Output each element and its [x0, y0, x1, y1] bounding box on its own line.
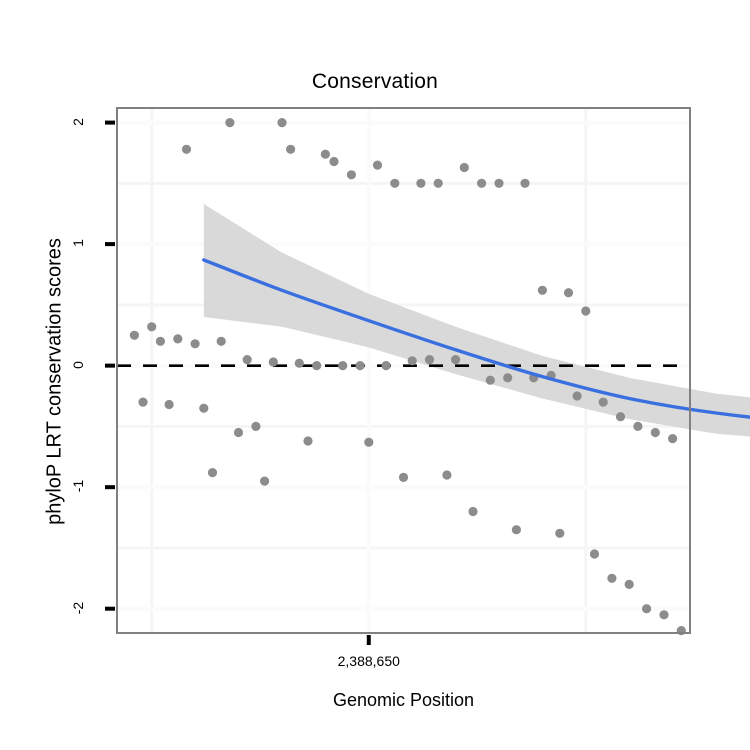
scatter-point — [537, 285, 548, 295]
panel-background — [116, 107, 691, 634]
scatter-point — [277, 118, 287, 128]
scatter-point — [260, 476, 270, 486]
scatter-point — [659, 610, 669, 620]
x-tick-label: 2,388,650 — [337, 653, 400, 669]
scatter-point — [642, 604, 652, 614]
scatter-point — [268, 357, 278, 367]
panel-border-top — [116, 107, 691, 634]
scatter-point — [485, 375, 495, 385]
scatter-point — [390, 178, 400, 188]
scatter-point — [433, 178, 443, 188]
scatter-point — [329, 156, 339, 167]
scatter-point — [364, 437, 374, 447]
scatter-point — [451, 355, 461, 365]
scatter-points — [129, 118, 686, 636]
scatter-point — [424, 355, 435, 365]
scatter-point — [398, 472, 409, 482]
scatter-point — [563, 288, 574, 298]
scatter-point — [147, 322, 157, 332]
scatter-point — [598, 397, 608, 407]
y-tick-label: -1 — [70, 479, 86, 493]
scatter-point — [615, 412, 626, 422]
scatter-point — [581, 306, 591, 316]
y-tick-label: 0 — [70, 360, 86, 369]
scatter-point — [216, 336, 226, 346]
panel-border — [116, 107, 691, 634]
scatter-point — [668, 434, 678, 444]
y-tick-label: 2 — [70, 117, 86, 126]
scatter-point — [207, 468, 218, 478]
scatter-point — [468, 506, 478, 517]
chart-title: Conservation — [311, 70, 439, 93]
scatter-point — [355, 361, 365, 371]
scatter-point — [164, 399, 174, 410]
confidence-band — [203, 204, 750, 437]
scatter-point — [407, 356, 417, 366]
scatter-point — [286, 144, 296, 154]
scatter-point — [303, 436, 313, 446]
scatter-point — [190, 339, 200, 349]
scatter-point — [511, 525, 521, 535]
smooth-trend-line — [202, 258, 750, 419]
x-axis-title: Genomic Position — [332, 690, 475, 710]
scatter-point — [338, 361, 348, 371]
scatter-point — [233, 427, 244, 438]
scatter-point — [381, 361, 391, 371]
scatter-point — [520, 178, 530, 188]
scatter-point — [346, 170, 356, 180]
scatter-point — [181, 144, 192, 154]
scatter-point — [633, 421, 643, 431]
scatter-point — [155, 336, 165, 346]
scatter-point — [459, 162, 469, 173]
scatter-point — [138, 397, 148, 407]
scatter-point — [442, 470, 452, 480]
scatter-point — [650, 427, 660, 438]
scatter-point — [503, 373, 513, 383]
scatter-point — [494, 178, 504, 188]
scatter-point — [129, 330, 139, 340]
scatter-point — [242, 355, 252, 365]
scatter-point — [555, 528, 565, 538]
y-tick-label: 1 — [70, 239, 86, 248]
major-gridlines — [117, 108, 690, 633]
scatter-point — [372, 160, 383, 170]
scatter-point — [312, 361, 322, 371]
scatter-point — [294, 358, 304, 368]
scatter-point — [173, 334, 183, 344]
scatter-point — [589, 549, 600, 559]
scatter-point — [572, 391, 582, 401]
scatter-point — [416, 178, 426, 188]
smooth-trend-path — [202, 258, 750, 419]
scatter-point — [607, 573, 617, 583]
scatter-point — [251, 421, 261, 431]
scatter-point — [320, 149, 330, 159]
scatter-point — [477, 178, 487, 188]
axis-ticks — [105, 120, 371, 645]
y-tick-label: -2 — [70, 601, 86, 614]
scatter-point — [225, 118, 235, 128]
confidence-band-area — [203, 204, 750, 437]
scatter-point — [624, 579, 634, 590]
scatter-point — [199, 403, 209, 413]
